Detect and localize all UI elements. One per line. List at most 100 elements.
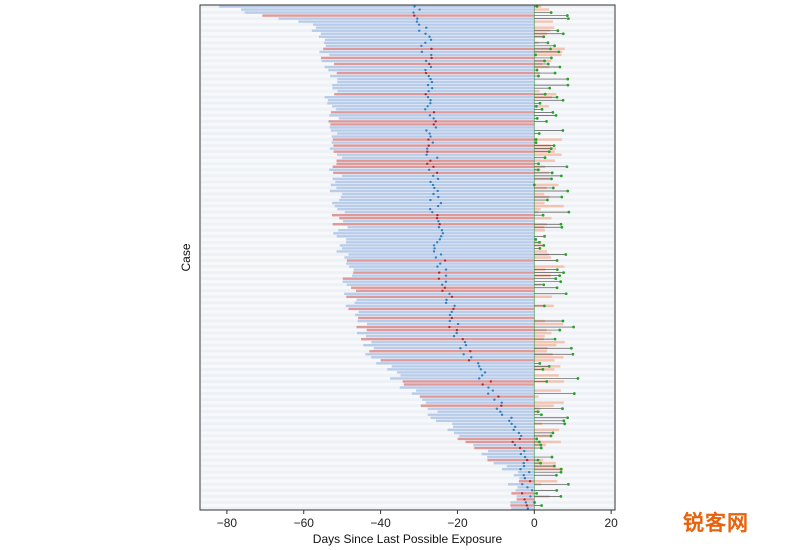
onset-marker — [448, 325, 451, 329]
onset-marker — [432, 111, 436, 114]
onset-marker — [432, 117, 435, 120]
outcome-marker — [536, 458, 540, 462]
exposure-bar — [354, 301, 535, 305]
onset-marker — [426, 147, 429, 150]
post-exposure-bar — [534, 53, 562, 57]
outcome-marker — [564, 253, 568, 256]
onset-marker — [500, 404, 503, 407]
outcome-marker — [554, 277, 558, 281]
outcome-marker — [566, 189, 570, 193]
onset-marker — [480, 374, 484, 377]
exposure-bar — [336, 235, 535, 238]
onset-marker — [521, 483, 524, 486]
onset-marker — [426, 150, 429, 153]
onset-marker — [428, 207, 432, 211]
outcome-marker — [553, 337, 557, 341]
exposure-bar — [427, 407, 535, 410]
outcome-marker — [555, 286, 559, 290]
onset-marker — [530, 489, 534, 492]
exposure-bar — [346, 283, 535, 286]
outcome-marker — [555, 259, 559, 262]
post-exposure-bar — [534, 105, 549, 108]
outcome-marker — [551, 431, 555, 435]
outcome-marker — [539, 461, 542, 465]
post-exposure-bar — [534, 229, 545, 232]
exposure-bar — [341, 247, 535, 250]
onset-marker — [415, 20, 419, 23]
onset-marker — [413, 5, 416, 8]
exposure-bar — [334, 204, 535, 208]
exposure-bar — [365, 334, 535, 338]
onset-marker — [428, 132, 431, 135]
x-tick-label: −60 — [294, 516, 315, 530]
onset-marker — [424, 93, 427, 96]
exposure-bar — [371, 340, 535, 344]
onset-marker — [523, 455, 527, 459]
case-row — [201, 476, 614, 480]
outcome-marker — [538, 101, 542, 105]
post-exposure-bar — [534, 350, 548, 353]
onset-marker — [433, 186, 436, 190]
outcome-marker — [539, 446, 543, 450]
post-exposure-bar — [534, 395, 539, 398]
exposure-bar — [334, 62, 535, 66]
onset-marker — [518, 437, 521, 441]
case-row — [201, 467, 614, 471]
onset-marker — [427, 89, 430, 93]
outcome-marker — [534, 53, 537, 57]
exposure-bar — [330, 74, 535, 78]
outcome-marker — [562, 419, 566, 423]
exposure-bar — [338, 117, 535, 120]
exposure-bar — [352, 274, 535, 277]
exposure-bar — [262, 14, 535, 17]
outcome-marker — [565, 14, 569, 17]
exposure-bar — [332, 201, 535, 205]
case-row — [201, 416, 614, 420]
exposure-bar — [353, 268, 535, 271]
exposure-bar — [338, 229, 535, 232]
exposure-bar — [518, 470, 535, 474]
outcome-marker — [548, 86, 552, 90]
exposure-bar — [337, 80, 535, 84]
case-row — [201, 494, 614, 498]
post-exposure-bar — [534, 192, 545, 196]
outcome-marker — [536, 410, 540, 414]
outcome-marker — [558, 65, 562, 69]
onset-marker — [486, 392, 490, 395]
onset-marker — [497, 395, 500, 398]
outcome-marker — [537, 440, 541, 444]
case-row — [201, 479, 614, 483]
case-row — [201, 401, 614, 405]
onset-marker — [513, 425, 517, 429]
exposure-bar — [346, 259, 535, 262]
exposure-bar — [324, 38, 535, 41]
exposure-bar — [419, 395, 535, 398]
outcome-marker — [534, 237, 538, 241]
outcome-marker — [549, 147, 553, 151]
exposure-bar — [330, 129, 535, 132]
outcome-marker — [559, 470, 563, 474]
outcome-marker — [560, 225, 564, 229]
exposure-bar — [337, 132, 535, 135]
outcome-marker — [566, 17, 570, 21]
exposure-bar — [333, 232, 535, 235]
outcome-marker — [540, 413, 543, 417]
exposure-bar — [518, 480, 535, 483]
onset-marker — [448, 313, 452, 317]
outcome-marker — [542, 283, 546, 287]
onset-marker — [432, 123, 435, 126]
exposure-bar — [336, 153, 535, 156]
onset-marker — [436, 177, 440, 181]
exposure-bar — [337, 207, 535, 211]
post-exposure-bar — [534, 461, 556, 465]
case-bars — [201, 5, 614, 510]
x-tick-label: −20 — [447, 516, 468, 530]
onset-marker — [455, 331, 458, 335]
onset-marker — [522, 461, 525, 465]
onset-marker — [529, 495, 532, 498]
onset-marker — [430, 56, 433, 60]
onset-marker — [436, 213, 439, 217]
exposure-bar — [356, 331, 535, 335]
exposure-bar — [333, 144, 535, 147]
onset-marker — [417, 29, 421, 32]
